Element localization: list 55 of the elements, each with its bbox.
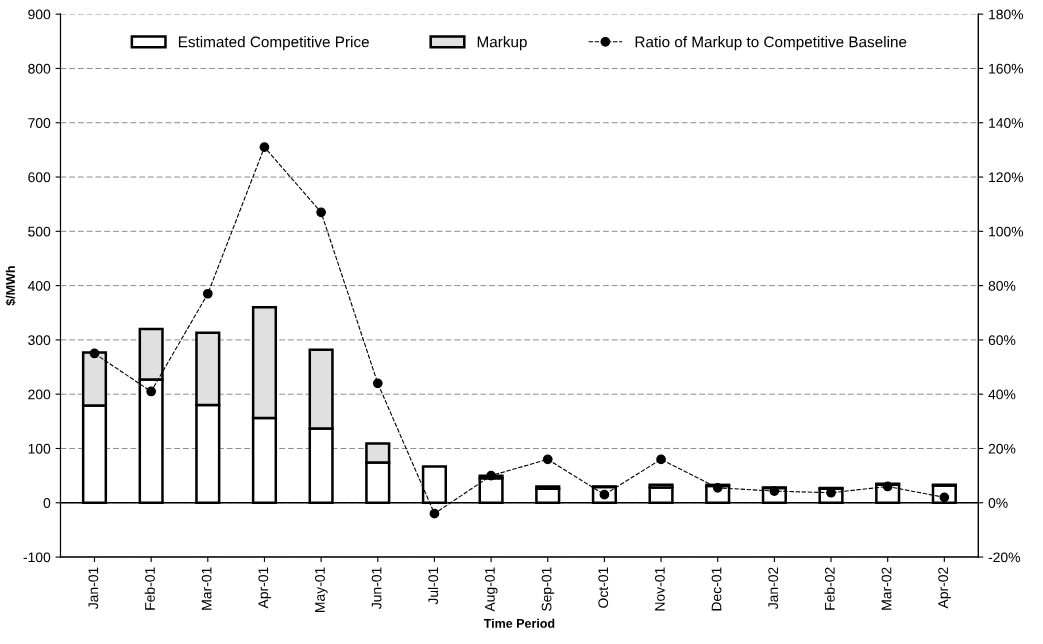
point: [372, 378, 383, 389]
point: [656, 454, 666, 465]
point: [89, 348, 100, 359]
y-tick-label: 900: [28, 9, 51, 20]
y2-tick-label: 0%: [988, 498, 1008, 508]
y2-tick-label: 160%: [989, 63, 1024, 74]
legend-label: Ratio of Markup to Competitive Baseline: [635, 36, 907, 51]
y2-tick-label: -20%: [988, 552, 1020, 563]
y-tick-label: 100: [28, 443, 51, 454]
y2-tick-label: 100%: [989, 226, 1024, 237]
legend-label: Estimated Competitive Price: [178, 36, 369, 51]
y2-tick-label: 60%: [988, 335, 1016, 346]
y-tick-label: 700: [28, 118, 51, 128]
x-tick-label: Apr-01: [258, 567, 271, 609]
x-tick-label: Jan-01: [88, 567, 99, 610]
x-tick-label: Feb-02: [824, 567, 835, 610]
x-tick-label: Mar-01: [201, 567, 212, 610]
y-axis-title: $/MWh: [5, 266, 16, 306]
x-tick-label: Jul-01: [427, 567, 439, 605]
point: [316, 207, 326, 218]
x-tick-label: Feb-01: [144, 567, 155, 610]
y2-tick-label: 20%: [988, 443, 1016, 454]
y-tick-label: -100: [23, 552, 51, 563]
y-tick-label: 300: [28, 335, 51, 346]
y-tick-label: 0: [43, 498, 51, 508]
x-tick-label: Sep-01: [541, 567, 555, 611]
x-tick-label: Oct-01: [598, 567, 609, 608]
y-tick-label: 800: [28, 63, 51, 74]
x-tick-label: Jun-01: [371, 567, 382, 610]
y-tick-label: 200: [28, 389, 51, 400]
point: [486, 470, 496, 481]
point: [882, 481, 893, 492]
y-tick-label: 600: [28, 172, 51, 183]
x-tick-label: Aug-01: [484, 567, 498, 612]
y2-tick-label: 120%: [989, 172, 1024, 183]
legend-label: Markup: [477, 36, 527, 51]
point: [712, 482, 723, 493]
point: [202, 288, 213, 299]
y2-tick-label: 40%: [988, 389, 1016, 400]
point: [429, 508, 440, 519]
point: [259, 142, 270, 153]
x-tick-label: Mar-02: [881, 567, 892, 610]
y-tick-label: 500: [28, 226, 51, 237]
y2-tick-label: 180%: [989, 9, 1024, 20]
point: [542, 454, 553, 465]
point: [146, 386, 157, 397]
x-tick-label: May-01: [315, 567, 328, 612]
y2-tick-label: 80%: [988, 280, 1016, 291]
x-tick-label: Nov-01: [654, 567, 665, 611]
y-tick-label: 400: [27, 280, 51, 291]
x-tick-label: Apr-02: [938, 567, 951, 609]
x-tick-label: Dec-01: [711, 567, 722, 611]
x-axis-title: Time Period: [483, 618, 555, 628]
x-tick-label: Jan-02: [768, 567, 779, 610]
y2-tick-label: 140%: [989, 118, 1024, 128]
